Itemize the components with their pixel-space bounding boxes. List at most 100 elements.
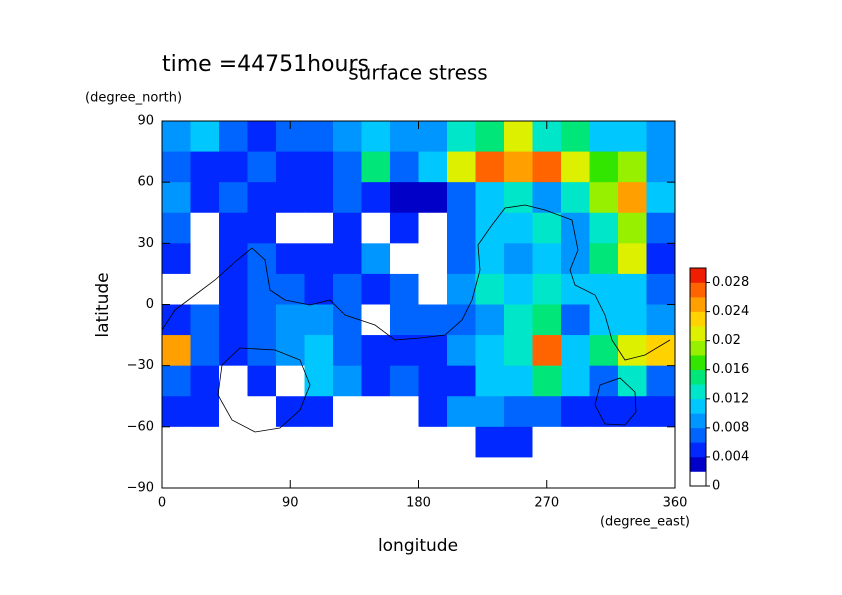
cell bbox=[646, 182, 676, 214]
cell bbox=[304, 273, 334, 305]
cell bbox=[276, 151, 305, 183]
cell bbox=[618, 121, 647, 153]
cell bbox=[561, 335, 590, 367]
cell bbox=[475, 304, 505, 336]
cell bbox=[589, 426, 619, 458]
cell bbox=[276, 304, 305, 336]
colorbar-swatch bbox=[690, 427, 706, 443]
cell bbox=[618, 212, 647, 244]
cell bbox=[390, 243, 419, 275]
cell bbox=[561, 273, 590, 305]
cell bbox=[475, 182, 505, 214]
colorbar-swatch bbox=[690, 413, 706, 429]
cell bbox=[390, 396, 419, 428]
cell bbox=[190, 182, 220, 214]
cell bbox=[276, 426, 305, 458]
cell bbox=[561, 457, 590, 489]
cell bbox=[247, 212, 277, 244]
colorbar-frame bbox=[689, 267, 707, 487]
cell bbox=[618, 457, 647, 489]
cell bbox=[219, 121, 248, 153]
cell bbox=[504, 121, 533, 153]
cell bbox=[190, 121, 220, 153]
cell bbox=[504, 365, 533, 397]
cell bbox=[561, 365, 590, 397]
cell bbox=[532, 273, 562, 305]
chart-title: surface stress bbox=[348, 61, 487, 85]
cell bbox=[276, 365, 305, 397]
cell bbox=[561, 304, 590, 336]
cell bbox=[333, 396, 362, 428]
cell bbox=[646, 365, 676, 397]
cell bbox=[418, 426, 448, 458]
cell bbox=[618, 365, 647, 397]
cell bbox=[162, 365, 191, 397]
y-tick-label: −90 bbox=[127, 481, 154, 496]
cell bbox=[589, 212, 619, 244]
cell bbox=[276, 243, 305, 275]
cell bbox=[333, 304, 362, 336]
cell bbox=[418, 243, 448, 275]
cell bbox=[504, 182, 533, 214]
colorbar-swatch bbox=[690, 384, 706, 400]
cell bbox=[447, 426, 476, 458]
cell bbox=[361, 273, 391, 305]
cell bbox=[447, 182, 476, 214]
cell bbox=[219, 151, 248, 183]
cell bbox=[361, 426, 391, 458]
colorbar-swatch bbox=[690, 369, 706, 385]
cell bbox=[219, 426, 248, 458]
cell bbox=[276, 182, 305, 214]
cell bbox=[418, 182, 448, 214]
cell bbox=[361, 365, 391, 397]
cell bbox=[333, 457, 362, 489]
y-tick-label: 30 bbox=[137, 236, 154, 251]
cell bbox=[504, 335, 533, 367]
cell bbox=[190, 396, 220, 428]
cell bbox=[532, 243, 562, 275]
cell bbox=[447, 457, 476, 489]
colorbar-swatch bbox=[690, 297, 706, 312]
cell bbox=[304, 426, 334, 458]
cell bbox=[475, 426, 505, 458]
cell bbox=[532, 396, 562, 428]
cell bbox=[304, 151, 334, 183]
cell bbox=[646, 396, 676, 428]
field bbox=[162, 121, 676, 489]
colorbar-swatch bbox=[690, 442, 706, 458]
cell bbox=[618, 243, 647, 275]
colorbar-swatch bbox=[690, 456, 706, 472]
cell bbox=[333, 335, 362, 367]
colorbar-tick-label: 0.004 bbox=[712, 449, 749, 464]
cell bbox=[646, 457, 676, 489]
cell bbox=[589, 182, 619, 214]
cell bbox=[304, 457, 334, 489]
cell bbox=[447, 335, 476, 367]
cell bbox=[589, 243, 619, 275]
x-tick-label: 0 bbox=[158, 496, 166, 511]
cell bbox=[219, 365, 248, 397]
cell bbox=[190, 304, 220, 336]
cell bbox=[646, 304, 676, 336]
cell bbox=[589, 273, 619, 305]
x-tick-label: 180 bbox=[406, 496, 431, 511]
cell bbox=[561, 151, 590, 183]
cell bbox=[646, 426, 676, 458]
cell bbox=[219, 212, 248, 244]
cell bbox=[646, 273, 676, 305]
cell bbox=[361, 243, 391, 275]
cell bbox=[361, 151, 391, 183]
cell bbox=[276, 273, 305, 305]
cell bbox=[447, 396, 476, 428]
cell bbox=[418, 121, 448, 153]
cell bbox=[219, 243, 248, 275]
cell bbox=[247, 365, 277, 397]
cell bbox=[219, 457, 248, 489]
cell bbox=[475, 457, 505, 489]
cell bbox=[304, 396, 334, 428]
cell bbox=[532, 304, 562, 336]
cell bbox=[304, 365, 334, 397]
cell bbox=[333, 212, 362, 244]
cell bbox=[475, 396, 505, 428]
y-tick-label: 90 bbox=[137, 114, 154, 129]
